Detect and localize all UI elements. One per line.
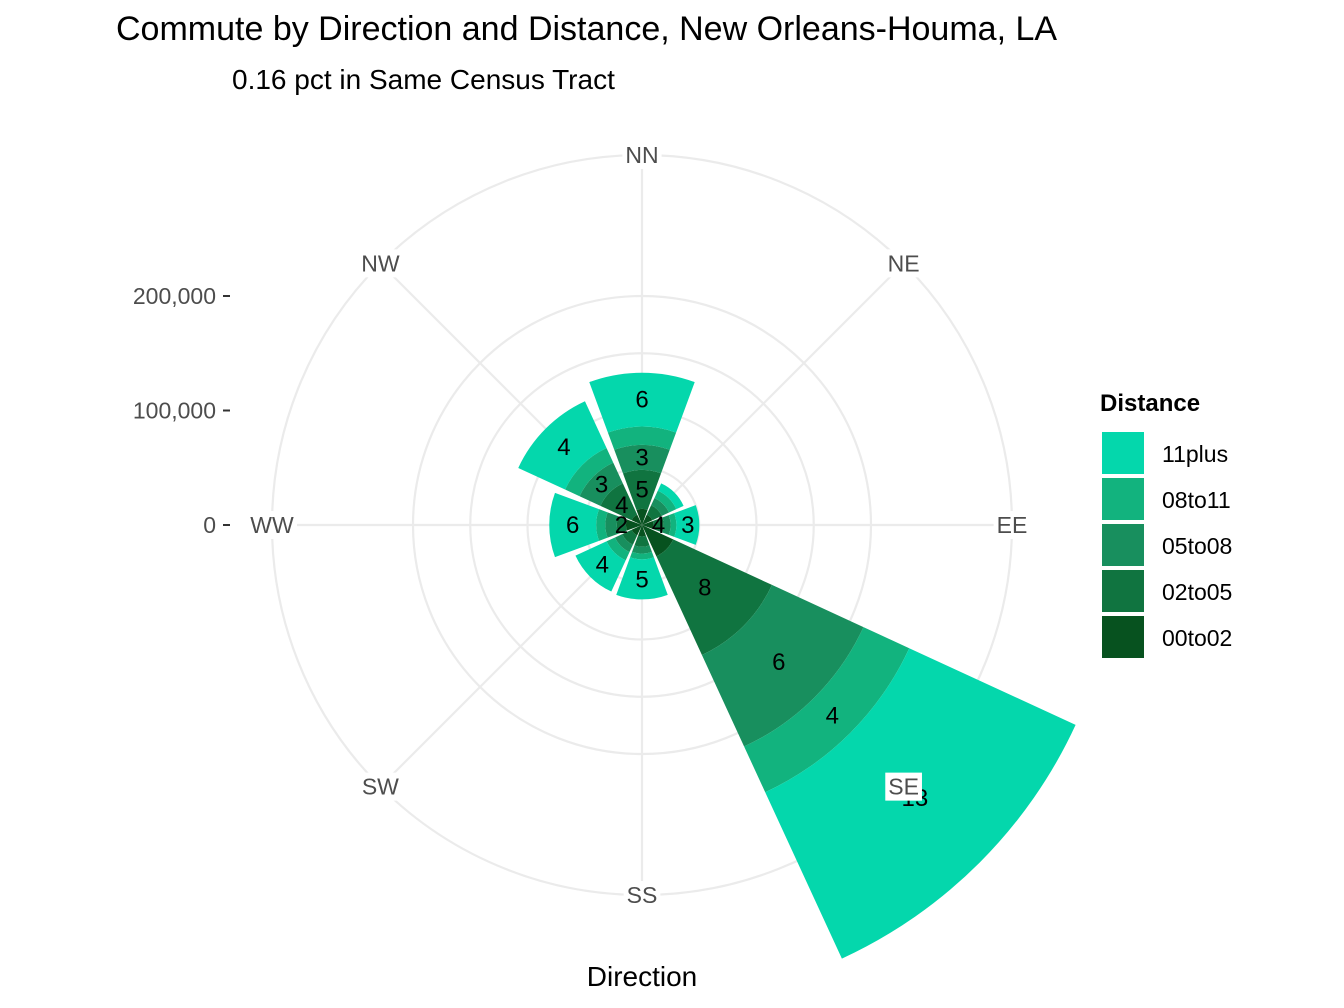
direction-label-bg <box>358 249 403 278</box>
chart-subtitle: 0.16 pct in Same Census Tract <box>232 64 615 95</box>
direction-label-bg <box>358 772 403 801</box>
chart-title: Commute by Direction and Distance, New O… <box>116 10 1058 48</box>
legend-key-02to05 <box>1102 570 1144 612</box>
r-tick-label: 100,000 <box>133 398 216 424</box>
bar-NN-00to02 <box>636 508 648 525</box>
legend-key-00to02 <box>1102 616 1144 658</box>
direction-label-bg <box>885 772 922 801</box>
legend-label-11plus: 11plus <box>1162 441 1228 467</box>
bar-SE-11plus <box>765 648 1076 959</box>
bar-label-EE-02to05: 4 <box>652 512 665 539</box>
legend-key-11plus <box>1102 432 1144 474</box>
bar-label-SS-11plus: 5 <box>635 566 648 593</box>
bar-WW-00to02 <box>625 519 642 531</box>
bar-SS-11plus <box>616 557 668 600</box>
bar-label-NN-02to05: 5 <box>635 477 648 504</box>
bar-EE-02to05 <box>652 517 664 533</box>
bar-SW-05to08 <box>614 534 633 553</box>
direction-label-SS: SS <box>627 882 658 908</box>
x-axis-label: Direction <box>587 961 697 992</box>
legend-label-08to11: 08to11 <box>1162 487 1231 513</box>
direction-label-bg <box>247 511 297 539</box>
r-tick-label: 200,000 <box>133 283 216 309</box>
bar-WW-11plus <box>549 492 600 558</box>
direction-label-SW: SW <box>362 774 399 800</box>
bar-NN-08to11 <box>607 426 677 450</box>
bars <box>518 372 1076 959</box>
legend-label-05to08: 05to08 <box>1162 533 1232 559</box>
direction-label-NW: NW <box>361 250 400 276</box>
bar-label-NW-05to08: 3 <box>595 472 608 499</box>
bar-label-NW-11plus: 4 <box>557 434 570 461</box>
bar-NE-08to11 <box>654 490 677 513</box>
bar-label-EE-11plus: 3 <box>681 512 694 539</box>
bar-SS-00to02 <box>638 525 646 537</box>
bar-EE-11plus <box>674 505 700 545</box>
bar-NW-05to08 <box>579 462 623 506</box>
bar-WW-02to05 <box>616 516 627 534</box>
bar-NW-08to11 <box>565 448 614 497</box>
bar-NN-02to05 <box>622 470 662 510</box>
bar-NW-00to02 <box>631 514 642 525</box>
legend: Distance 11plus 08to11 05to08 02to05 00to02 <box>1100 390 1232 658</box>
grid-spoke <box>641 262 905 526</box>
direction-label-bg <box>622 141 662 169</box>
bar-SS-02to05 <box>634 535 650 547</box>
bar-SW-08to11 <box>606 537 630 561</box>
direction-label-NE: NE <box>888 250 920 276</box>
bar-NN-05to08 <box>614 444 670 474</box>
bar-label-SE-02to05: 8 <box>698 575 711 602</box>
bar-SE-08to11 <box>744 627 910 793</box>
bar-SS-05to08 <box>632 545 652 554</box>
legend-key-08to11 <box>1102 478 1144 520</box>
legend-label-02to05: 02to05 <box>1162 579 1232 605</box>
bar-SW-02to05 <box>622 529 638 545</box>
direction-label-SE: SE <box>888 774 919 800</box>
bar-EE-00to02 <box>642 521 654 529</box>
bar-SE-00to02 <box>642 525 674 557</box>
direction-labels: NN NE EE SE SS SW WW NW <box>247 141 1031 909</box>
bar-SE-05to08 <box>701 584 864 747</box>
bar-label-NN-11plus: 6 <box>635 387 648 414</box>
bar-label-WW-02to05: 2 <box>615 512 628 539</box>
bar-NW-02to05 <box>600 483 638 521</box>
bar-WW-05to08 <box>605 512 619 538</box>
direction-label-NN: NN <box>625 142 658 168</box>
bar-WW-08to11 <box>596 509 608 541</box>
bar-SW-11plus <box>575 541 626 592</box>
direction-label-bg <box>623 881 661 909</box>
bar-label-NN-05to08: 3 <box>635 444 648 471</box>
bar-label-SW-11plus: 4 <box>596 552 609 579</box>
bar-SE-02to05 <box>656 539 772 655</box>
bar-EE-08to11 <box>668 513 677 537</box>
legend-label-00to02: 00to02 <box>1162 625 1232 651</box>
bar-SS-08to11 <box>630 551 654 560</box>
bar-NE-00to02 <box>642 514 653 525</box>
r-tick-label: 0 <box>203 512 216 538</box>
legend-title: Distance <box>1100 390 1200 417</box>
bar-NN-11plus <box>589 372 695 433</box>
bar-NE-11plus <box>657 483 684 510</box>
radial-axis: 0 100,000 200,000 <box>133 283 230 538</box>
bar-NE-02to05 <box>646 505 662 521</box>
direction-label-bg <box>993 511 1031 539</box>
legend-key-05to08 <box>1102 524 1144 566</box>
bar-NE-05to08 <box>651 497 670 516</box>
direction-label-WW: WW <box>250 512 294 538</box>
bar-EE-05to08 <box>662 515 671 535</box>
direction-label-bg <box>884 249 923 278</box>
direction-label-EE: EE <box>997 512 1028 538</box>
bar-label-SE-05to08: 6 <box>772 649 785 676</box>
bar-SW-00to02 <box>631 525 642 536</box>
bar-label-NW-02to05: 4 <box>615 492 628 519</box>
bar-label-WW-11plus: 6 <box>566 512 579 539</box>
bar-label-SE-08to11: 4 <box>826 702 839 729</box>
bar-NW-11plus <box>518 401 607 490</box>
